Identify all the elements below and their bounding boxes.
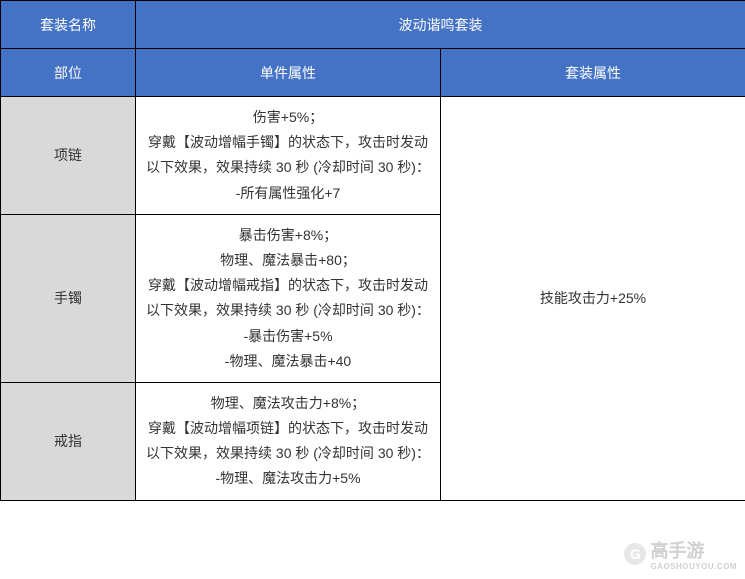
header-set-name-value: 波动谐鸣套装 (136, 1, 745, 49)
table-row: 项链 伤害+5%；穿戴【波动增幅手镯】的状态下，攻击时发动以下效果，效果持续 3… (1, 97, 745, 215)
watermark-text-wrap: 高手游 GAOSHOUYOU.COM (650, 537, 737, 571)
set-bonus-cell: 技能攻击力+25% (441, 97, 745, 501)
header-slot-label: 部位 (1, 49, 136, 97)
watermark-subtext: GAOSHOUYOU.COM (650, 563, 737, 571)
slot-cell-necklace: 项链 (1, 97, 136, 215)
header-row-2: 部位 单件属性 套装属性 (1, 49, 745, 97)
slot-cell-ring: 戒指 (1, 382, 136, 500)
watermark-text: 高手游 (650, 541, 704, 561)
header-set-name-label: 套装名称 (1, 1, 136, 49)
watermark-logo-icon: G (624, 543, 646, 565)
header-row-1: 套装名称 波动谐鸣套装 (1, 1, 745, 49)
attr-cell-necklace: 伤害+5%；穿戴【波动增幅手镯】的状态下，攻击时发动以下效果，效果持续 30 秒… (136, 97, 441, 215)
attr-cell-ring: 物理、魔法攻击力+8%；穿戴【波动增幅项链】的状态下，攻击时发动以下效果，效果持… (136, 382, 441, 500)
attr-cell-bracelet: 暴击伤害+8%；物理、魔法暴击+80；穿戴【波动增幅戒指】的状态下，攻击时发动以… (136, 214, 441, 382)
header-single-attr-label: 单件属性 (136, 49, 441, 97)
header-set-attr-label: 套装属性 (441, 49, 745, 97)
equipment-set-table: 套装名称 波动谐鸣套装 部位 单件属性 套装属性 项链 伤害+5%；穿戴【波动增… (0, 0, 745, 501)
slot-cell-bracelet: 手镯 (1, 214, 136, 382)
watermark: G 高手游 GAOSHOUYOU.COM (624, 537, 737, 571)
